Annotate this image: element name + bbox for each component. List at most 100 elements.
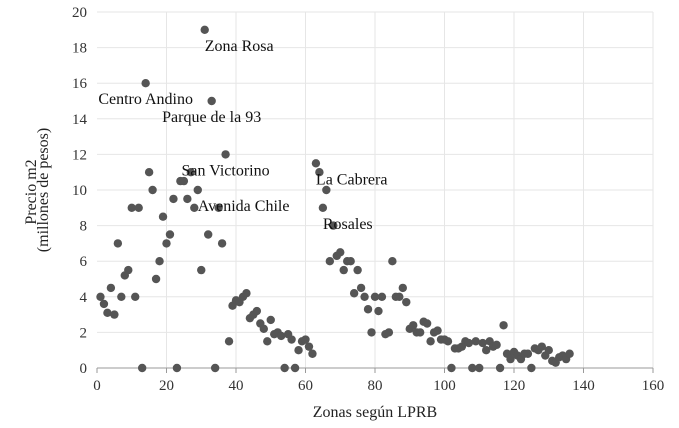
data-point [259, 324, 268, 334]
data-point [252, 306, 262, 316]
data-point [110, 310, 119, 319]
data-point [214, 203, 223, 212]
x-tick-label: 40 [229, 378, 244, 394]
y-tick-label: 14 [72, 112, 88, 128]
x-tick-label: 140 [572, 378, 595, 394]
data-point [318, 203, 328, 212]
data-point [377, 292, 387, 301]
data-point [221, 150, 230, 159]
annotation-label: Avenida Chile [198, 198, 290, 215]
data-point [169, 194, 178, 204]
data-point [523, 349, 533, 358]
data-point [315, 168, 324, 177]
data-point [363, 305, 373, 314]
data-point [329, 221, 338, 230]
x-tick-label: 120 [503, 378, 526, 394]
x-tick-label: 0 [93, 378, 101, 394]
data-point [384, 328, 394, 337]
data-point [172, 363, 182, 373]
data-point [210, 363, 220, 373]
data-point [106, 283, 116, 293]
data-point [506, 354, 515, 364]
x-tick-label: 100 [433, 378, 456, 394]
data-point [353, 265, 362, 275]
data-point [544, 346, 553, 355]
data-point [148, 185, 157, 195]
data-point [478, 338, 487, 348]
data-point [290, 363, 300, 373]
data-point [193, 185, 202, 195]
data-point [103, 308, 112, 318]
data-point [339, 265, 348, 275]
data-point [443, 337, 453, 346]
data-point [197, 265, 206, 275]
x-tick-label: 80 [368, 378, 383, 394]
y-tick-label: 2 [80, 325, 88, 341]
data-point [186, 168, 196, 177]
data-point [190, 203, 199, 212]
annotation-label: Zona Rosa [205, 38, 274, 55]
data-point [388, 257, 397, 266]
annotation-label: Rosales [323, 216, 373, 233]
data-point [398, 283, 407, 293]
data-point [409, 321, 418, 330]
data-point [447, 363, 456, 373]
y-tick-label: 12 [72, 147, 87, 163]
data-point [422, 319, 432, 328]
annotation-label: La Cabrera [316, 171, 388, 188]
data-point [433, 326, 442, 335]
data-point [131, 292, 140, 301]
data-point [137, 363, 147, 373]
data-point [204, 230, 213, 239]
x-axis-title: Zonas según LPRB [313, 404, 437, 421]
data-point [537, 342, 546, 351]
x-tick-label: 160 [642, 378, 665, 394]
y-tick-label: 6 [80, 254, 88, 270]
annotation-label: Centro Andino [98, 91, 193, 108]
data-point [224, 337, 234, 346]
data-point [464, 338, 474, 348]
data-point [370, 292, 380, 301]
data-point [287, 335, 296, 344]
data-point [266, 315, 275, 325]
data-point [475, 363, 484, 373]
x-tick-label: 20 [159, 378, 174, 394]
data-point [468, 363, 477, 373]
data-point [346, 257, 355, 266]
y-axis-title-line-1: Precio m2 [23, 159, 40, 224]
gridlines [97, 11, 654, 368]
data-point [426, 337, 435, 346]
data-point [482, 346, 491, 355]
data-point [360, 292, 369, 301]
data-point [124, 265, 133, 275]
data-point [155, 257, 164, 266]
data-point [395, 292, 404, 301]
data-point [217, 239, 227, 248]
data-point [158, 212, 168, 221]
data-point [415, 328, 425, 337]
data-point [322, 185, 331, 195]
data-point [308, 349, 317, 358]
y-axis-title-line-2: (millones de pesos) [35, 128, 52, 252]
data-point [336, 248, 345, 257]
data-point [99, 299, 109, 309]
data-point [179, 176, 189, 186]
data-point [151, 274, 161, 284]
y-axis-title: Precio m2 (millones de pesos) [23, 128, 52, 252]
data-point [96, 292, 105, 301]
data-point [280, 363, 289, 373]
data-point [492, 340, 501, 350]
data-point [325, 257, 335, 266]
data-point [141, 79, 150, 88]
data-point [263, 337, 272, 346]
axes: 0 2 4 6 8 10 12 14 16 18 20 0 20 40 60 80 100 120 140 160 [72, 5, 664, 394]
y-tick-label: 16 [72, 76, 88, 92]
y-tick-label: 8 [80, 219, 88, 235]
y-tick-label: 18 [72, 41, 87, 57]
data-point [565, 349, 574, 358]
y-tick-label: 10 [72, 183, 87, 199]
data-point [311, 159, 321, 168]
y-tick-label: 0 [80, 361, 88, 377]
data-point [349, 289, 359, 298]
